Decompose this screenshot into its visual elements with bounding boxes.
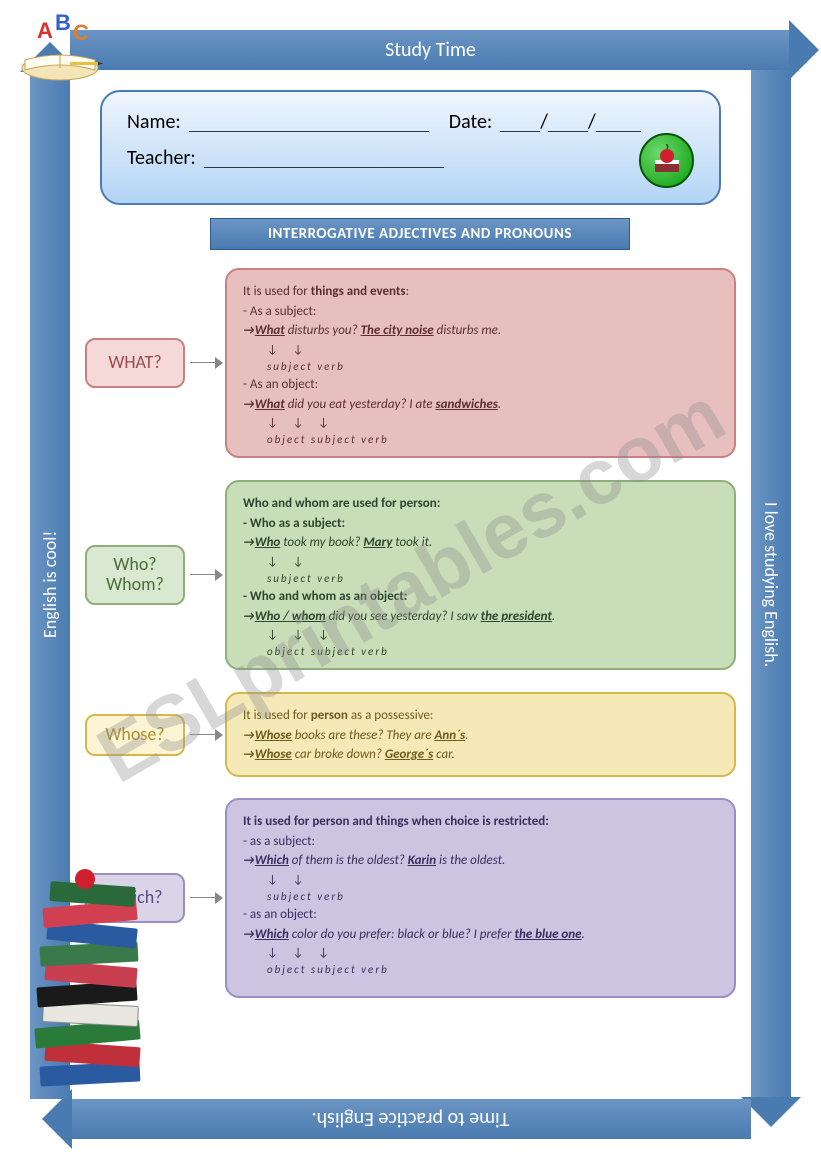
header-row-2: Teacher:: [127, 146, 694, 170]
whose-ex1: →Whose books are these? They are Ann´s.: [243, 726, 718, 746]
section-which: Which? It is used for person and things …: [85, 798, 736, 998]
section-whose: Whose? It is used for person as a posses…: [85, 692, 736, 777]
frame-bottom-text: Time to practice English.: [312, 1107, 510, 1131]
which-intro: It is used for person and things when ch…: [243, 812, 718, 832]
whose-label: Whose?: [85, 714, 185, 756]
date-d[interactable]: [500, 112, 540, 132]
section-who: Who? Whom? Who and whom are used for per…: [85, 480, 736, 670]
who-label: Who? Whom?: [85, 545, 185, 605]
connector-icon: [185, 362, 225, 364]
date-sep2: /: [588, 110, 596, 134]
who-intro: Who and whom are used for person:: [243, 494, 718, 514]
what-darr1: ↓ ↓: [267, 341, 718, 359]
which-diag1: subject verb: [267, 889, 718, 906]
date-label: Date:: [449, 110, 493, 134]
who-ex1: →Who took my book? Mary took it.: [243, 533, 718, 553]
which-darr1: ↓ ↓: [267, 871, 718, 889]
svg-text:C: C: [73, 20, 89, 45]
svg-text:A: A: [37, 18, 53, 43]
which-ex1: →Which of them is the oldest? Karin is t…: [243, 851, 718, 871]
whose-body: It is used for person as a possessive: →…: [225, 692, 736, 777]
what-darr2: ↓ ↓ ↓: [267, 414, 718, 432]
whose-intro: It is used for person as a possessive:: [243, 706, 718, 726]
which-sub2: - as an object:: [243, 905, 718, 925]
connector-icon: [185, 734, 225, 736]
title-bar: INTERROGATIVE ADJECTIVES AND PRONOUNS: [210, 218, 630, 250]
section-what: WHAT? It is used for things and events: …: [85, 268, 736, 458]
who-diag2: object subject verb: [267, 644, 718, 661]
frame-arrow-bottom: Time to practice English.: [70, 1099, 751, 1139]
header-box: Name: Date: / / Teacher:: [100, 90, 721, 205]
teacher-label: Teacher:: [127, 146, 196, 170]
name-label: Name:: [127, 110, 181, 134]
apple-book-badge-icon: [639, 133, 694, 188]
header-row-1: Name: Date: / /: [127, 110, 694, 134]
which-body: It is used for person and things when ch…: [225, 798, 736, 998]
what-ex2: →What did you eat yesterday? I ate sandw…: [243, 395, 718, 415]
book-stack-icon: [15, 869, 155, 1109]
what-sub1: - As a subject:: [243, 302, 718, 322]
what-body: It is used for things and events: - As a…: [225, 268, 736, 458]
connector-icon: [185, 574, 225, 576]
svg-text:B: B: [55, 10, 71, 35]
who-sub1: - Who as a subject:: [243, 514, 718, 534]
who-sub2: - Who and whom as an object:: [243, 587, 718, 607]
what-label: WHAT?: [85, 338, 185, 388]
which-diag2: object subject verb: [267, 962, 718, 979]
teacher-line[interactable]: [204, 148, 444, 168]
which-darr2: ↓ ↓ ↓: [267, 944, 718, 962]
who-ex2: →Who / whom did you see yesterday? I saw…: [243, 607, 718, 627]
frame-arrow-right: I love studying English.: [751, 70, 791, 1099]
who-diag1: subject verb: [267, 571, 718, 588]
date-m[interactable]: [548, 112, 588, 132]
whose-ex2: →Whose car broke down? George´s car.: [243, 745, 718, 765]
what-diag2: object subject verb: [267, 432, 718, 449]
who-body: Who and whom are used for person: - Who …: [225, 480, 736, 670]
frame-arrow-top: Study Time: [70, 30, 791, 70]
which-sub1: - as a subject:: [243, 832, 718, 852]
frame-right-text: I love studying English.: [760, 502, 782, 667]
title-text: INTERROGATIVE ADJECTIVES AND PRONOUNS: [268, 225, 572, 243]
frame-left-text: English is cool!: [39, 531, 61, 638]
who-darr1: ↓ ↓: [267, 553, 718, 571]
what-intro: It is used for things and events:: [243, 282, 718, 302]
date-sep1: /: [540, 110, 548, 134]
abc-book-icon: ABC: [15, 10, 105, 85]
name-line[interactable]: [189, 112, 429, 132]
which-ex2: →Which color do you prefer: black or blu…: [243, 925, 718, 945]
frame-top-text: Study Time: [385, 38, 476, 62]
connector-icon: [185, 897, 225, 899]
what-diag1: subject verb: [267, 359, 718, 376]
who-darr2: ↓ ↓ ↓: [267, 626, 718, 644]
date-y[interactable]: [596, 112, 641, 132]
what-ex1: →What disturbs you? The city noise distu…: [243, 321, 718, 341]
what-sub2: - As an object:: [243, 375, 718, 395]
